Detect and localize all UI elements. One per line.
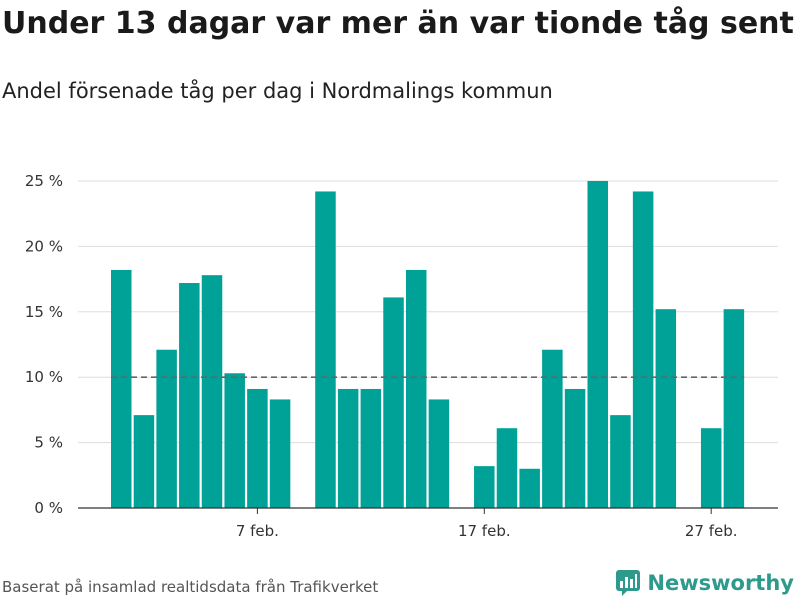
bar [111, 269, 132, 508]
bar [179, 283, 200, 508]
bar [133, 415, 155, 508]
bar [269, 399, 291, 508]
x-tick-label: 27 feb. [685, 522, 738, 540]
bar [474, 466, 495, 508]
bar [610, 415, 631, 508]
x-tick-label: 17 feb. [458, 522, 511, 540]
bar [315, 191, 336, 509]
bar [428, 399, 450, 508]
y-tick-label: 5 % [34, 434, 63, 452]
bar [587, 181, 608, 508]
bar [632, 191, 654, 509]
bars [111, 181, 745, 509]
bar [201, 275, 223, 508]
bar [224, 373, 245, 508]
bar [519, 468, 540, 508]
y-tick-label: 10 % [25, 368, 63, 386]
bar [247, 388, 268, 508]
x-tick-label: 7 feb. [236, 522, 279, 540]
bar [156, 349, 177, 508]
bar [383, 297, 404, 508]
bar [700, 428, 722, 508]
bar [360, 388, 382, 508]
newsworthy-logo-icon [616, 570, 641, 596]
bar [723, 309, 745, 508]
bar [564, 388, 586, 508]
y-tick-label: 0 % [34, 499, 63, 517]
axes: 0 % 5 % 10 % 15 % 20 % 25 % 7 feb. 17 feb. 27 fe… [25, 172, 778, 540]
bar [405, 269, 427, 508]
bar [542, 349, 563, 508]
bar [496, 428, 518, 508]
chart-title: Under 13 dagar var mer än var tionde tåg… [2, 6, 794, 41]
brand-logo: Newsworthy [616, 568, 794, 598]
bar [655, 309, 677, 508]
y-tick-label: 25 % [25, 172, 63, 190]
brand-name: Newsworthy [647, 571, 794, 595]
source-note: Baserat på insamlad realtidsdata från Tr… [2, 578, 379, 596]
bar [337, 388, 359, 508]
y-tick-label: 20 % [25, 237, 63, 255]
chart-subtitle: Andel försenade tåg per dag i Nordmaling… [2, 79, 553, 103]
y-tick-label: 15 % [25, 303, 63, 321]
